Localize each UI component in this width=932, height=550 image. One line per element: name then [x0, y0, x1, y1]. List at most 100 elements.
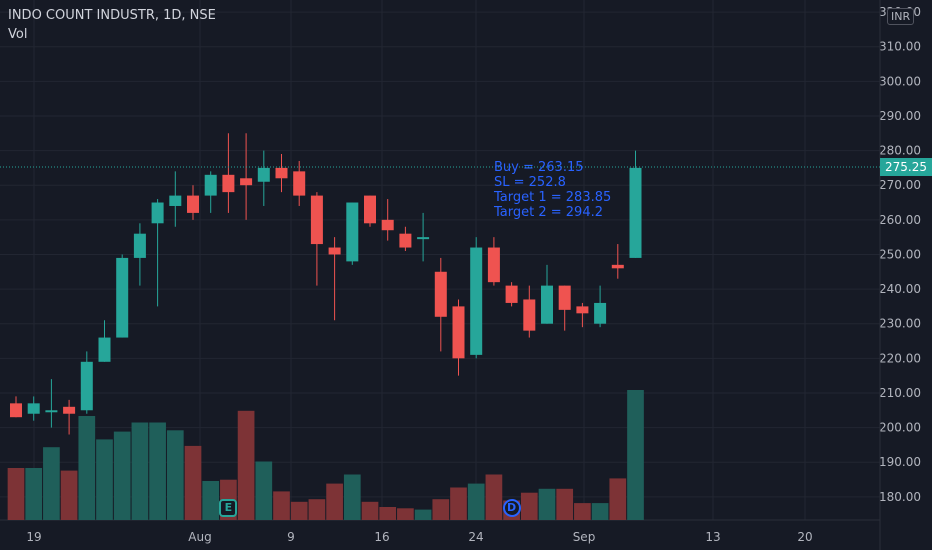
- annotation-stop-loss: SL = 252.8: [494, 175, 566, 190]
- candle-body: [328, 247, 341, 255]
- candle-body: [417, 237, 430, 240]
- volume-bar: [78, 416, 96, 520]
- candle-body: [187, 195, 199, 213]
- last-price-tag: 275.25: [880, 158, 932, 177]
- time-axis-label: 13: [705, 530, 720, 544]
- candle-body: [541, 285, 553, 324]
- annotation-buy: Buy = 263.15: [494, 160, 584, 175]
- trade-annotations: Buy = 263.15 SL = 252.8 Target 1 = 283.8…: [494, 160, 611, 220]
- candle-body: [452, 306, 465, 359]
- volume-legend-label: Vol: [8, 27, 28, 42]
- volume-bar: [361, 501, 379, 520]
- volume-bar: [43, 447, 60, 520]
- volume-bar: [255, 461, 273, 520]
- time-axis-label: 19: [26, 530, 41, 544]
- price-axis-label: 270.00: [879, 178, 921, 192]
- price-axis-label: 200.00: [879, 421, 921, 435]
- volume-bar: [326, 483, 343, 520]
- volume-bar: [485, 474, 503, 520]
- price-axis-label: 230.00: [879, 317, 921, 331]
- volume-bar: [237, 410, 255, 520]
- candle-body: [611, 264, 624, 269]
- price-axis-label: 300.00: [879, 74, 921, 88]
- volume-bar: [166, 430, 184, 520]
- candle-body: [204, 174, 217, 196]
- price-axis-label: 240.00: [879, 282, 921, 296]
- volume-bar: [273, 491, 290, 520]
- candle-body: [169, 195, 182, 206]
- volume-bar: [556, 488, 574, 520]
- volume-bar: [397, 508, 414, 520]
- volume-bar: [591, 503, 609, 520]
- volume-bar: [149, 422, 166, 520]
- volume-bar: [131, 422, 149, 520]
- time-axis-label: 24: [468, 530, 483, 544]
- dividend-event-icon[interactable]: D: [502, 499, 521, 517]
- volume-bar: [184, 445, 202, 520]
- volume-bar: [7, 468, 25, 520]
- price-axis-label: 250.00: [879, 247, 921, 261]
- annotation-target-2: Target 2 = 294.2: [494, 205, 603, 220]
- volume-bar: [290, 501, 308, 520]
- currency-badge[interactable]: INR: [887, 8, 915, 25]
- candle-body: [487, 247, 500, 283]
- volume-bar: [25, 468, 43, 520]
- time-axis-label: Sep: [573, 530, 596, 544]
- candle-body: [558, 285, 571, 310]
- volume-bar: [113, 431, 131, 520]
- candle-body: [434, 271, 447, 317]
- candle-body: [222, 174, 235, 193]
- candle-body: [10, 403, 22, 418]
- earnings-event-icon[interactable]: E: [219, 499, 238, 517]
- candle-body: [594, 302, 607, 324]
- symbol-title: INDO COUNT INDUSTR, 1D, NSE: [8, 8, 216, 23]
- volume-bar: [343, 474, 361, 520]
- candle-body: [275, 167, 288, 179]
- candle-body: [505, 285, 518, 303]
- volume-bar: [467, 483, 485, 520]
- volume-bar: [627, 390, 644, 520]
- candle-body: [63, 406, 76, 414]
- volume-bar: [202, 481, 220, 520]
- volume-bar: [432, 499, 450, 520]
- annotation-target-1: Target 1 = 283.85: [494, 190, 612, 205]
- candle-body: [45, 410, 58, 413]
- time-axis-label: 16: [374, 530, 389, 544]
- candle-body: [116, 257, 129, 338]
- candle-body: [257, 167, 270, 182]
- time-axis-label: Aug: [188, 530, 211, 544]
- volume-bar: [609, 478, 627, 520]
- volume-bar: [308, 499, 326, 520]
- price-axis-label: 310.00: [879, 40, 921, 54]
- candle-body: [470, 247, 483, 355]
- price-axis-label: 290.00: [879, 109, 921, 123]
- candle-body: [151, 202, 164, 224]
- candle-body: [240, 178, 253, 186]
- price-axis-label: 260.00: [879, 213, 921, 227]
- time-axis-label: 20: [797, 530, 812, 544]
- candle-body: [364, 195, 376, 224]
- volume-bar: [574, 503, 591, 520]
- volume-bar: [60, 470, 78, 520]
- candle-body: [80, 361, 93, 411]
- volume-bar: [414, 509, 432, 520]
- volume-bar: [450, 487, 467, 520]
- candle-body: [98, 337, 111, 362]
- candle-body: [381, 219, 394, 231]
- candle-body: [133, 233, 146, 258]
- price-axis-label: 280.00: [879, 144, 921, 158]
- candle-body: [346, 202, 359, 262]
- time-axis-label: 9: [287, 530, 295, 544]
- candle-body: [399, 233, 412, 248]
- volume-bar: [379, 507, 397, 520]
- candle-body: [629, 167, 642, 258]
- price-axis-label: 180.00: [879, 490, 921, 504]
- candle-body: [27, 403, 40, 414]
- candle-body: [523, 299, 536, 331]
- volume-bar: [538, 488, 556, 520]
- price-axis-label: 220.00: [879, 351, 921, 365]
- candle-body: [310, 195, 323, 245]
- volume-bar: [96, 439, 113, 520]
